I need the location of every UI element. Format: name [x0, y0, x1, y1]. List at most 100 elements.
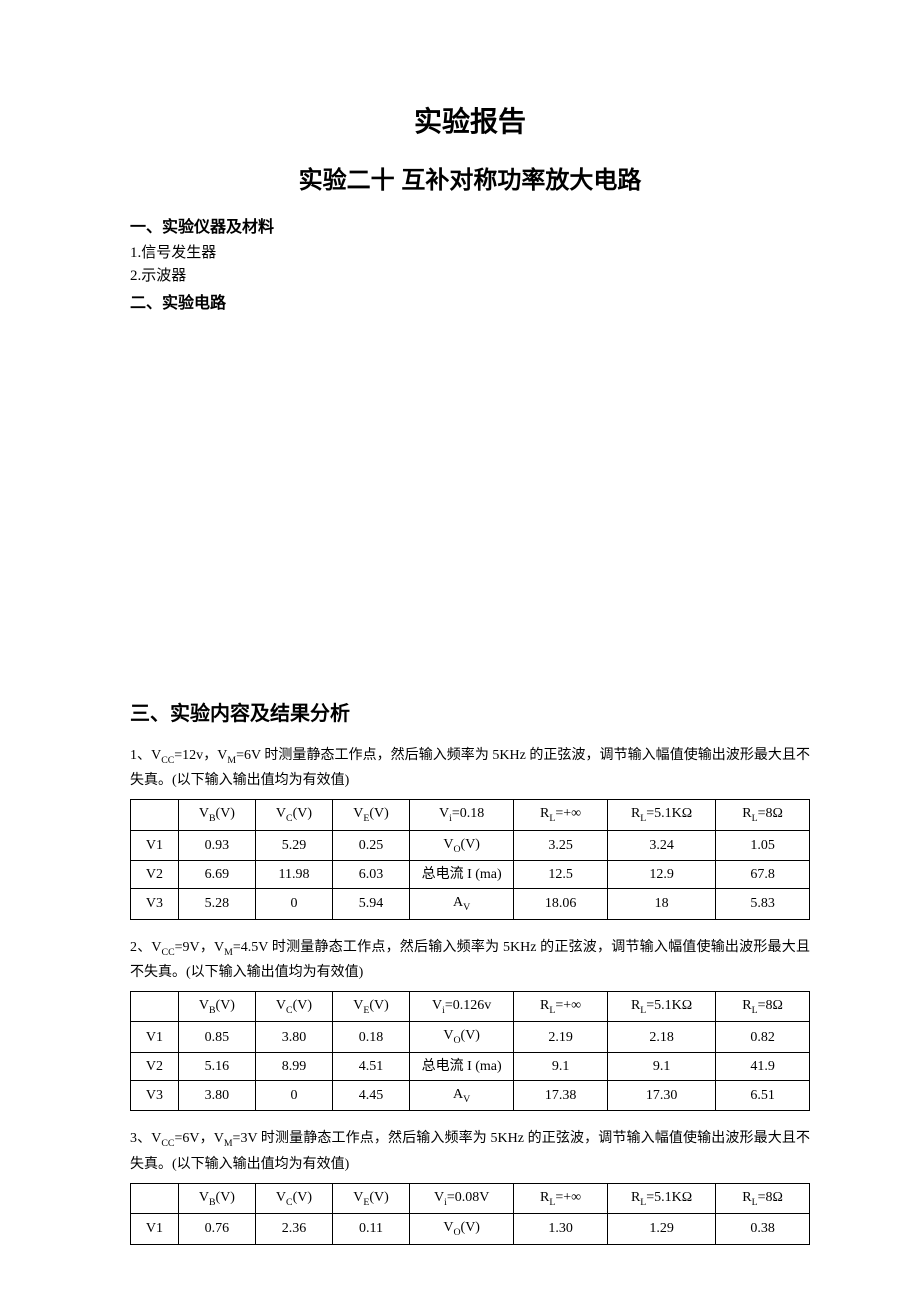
table-cell: 5.94 — [333, 889, 410, 919]
table-cell: 0.82 — [716, 1022, 810, 1052]
table-header-cell: RL=8Ω — [716, 800, 810, 830]
table-header-cell: VB(V) — [178, 991, 255, 1021]
table-cell: V2 — [131, 1052, 179, 1080]
table-cell: V1 — [131, 1214, 179, 1244]
table-cell: 12.5 — [514, 861, 608, 889]
table-header-cell: VB(V) — [178, 800, 255, 830]
experiment-data-table: VB(V)VC(V)VE(V)Vi=0.08VRL=+∞RL=5.1KΩRL=8… — [130, 1183, 810, 1245]
equipment-item: 1.信号发生器 — [130, 241, 810, 262]
experiment-data-table: VB(V)VC(V)VE(V)Vi=0.126vRL=+∞RL=5.1KΩRL=… — [130, 991, 810, 1111]
table-header-cell: VC(V) — [255, 800, 332, 830]
table-header-cell: RL=5.1KΩ — [607, 800, 715, 830]
table-row: V35.2805.94AV18.06185.83 — [131, 889, 810, 919]
table-cell: 0.93 — [178, 830, 255, 860]
table-row: V10.762.360.11VO(V)1.301.290.38 — [131, 1214, 810, 1244]
table-cell: 18 — [607, 889, 715, 919]
equipment-item: 2.示波器 — [130, 264, 810, 285]
experiment-intro: 3、VCC=6V，VM=3V 时测量静态工作点，然后输入频率为 5KHz 的正弦… — [130, 1127, 810, 1176]
experiments-container: 1、VCC=12v，VM=6V 时测量静态工作点，然后输入频率为 5KHz 的正… — [130, 744, 810, 1245]
table-cell: 1.30 — [514, 1214, 608, 1244]
table-header-cell: Vi=0.18 — [410, 800, 514, 830]
table-cell: VO(V) — [410, 1214, 514, 1244]
table-cell: 17.38 — [514, 1080, 608, 1110]
table-cell: 5.16 — [178, 1052, 255, 1080]
table-row: V25.168.994.51总电流 I (ma)9.19.141.9 — [131, 1052, 810, 1080]
table-cell: 0.18 — [333, 1022, 410, 1052]
table-header-cell: RL=8Ω — [716, 1183, 810, 1213]
table-header-cell — [131, 991, 179, 1021]
table-cell: 3.25 — [514, 830, 608, 860]
table-cell: 12.9 — [607, 861, 715, 889]
table-cell: 8.99 — [255, 1052, 332, 1080]
table-cell: V1 — [131, 830, 179, 860]
table-header-cell: VB(V) — [178, 1183, 255, 1213]
table-cell: 2.18 — [607, 1022, 715, 1052]
table-row: V10.935.290.25VO(V)3.253.241.05 — [131, 830, 810, 860]
table-header-cell: VC(V) — [255, 991, 332, 1021]
table-cell: V1 — [131, 1022, 179, 1052]
table-header-cell — [131, 1183, 179, 1213]
table-cell: 0 — [255, 889, 332, 919]
table-cell: 3.24 — [607, 830, 715, 860]
section-3-heading: 三、实验内容及结果分析 — [130, 697, 810, 726]
document-page: 实验报告 实验二十 互补对称功率放大电路 一、实验仪器及材料 1.信号发生器 2… — [0, 0, 920, 1305]
experiment-intro: 2、VCC=9V，VM=4.5V 时测量静态工作点，然后输入频率为 5KHz 的… — [130, 936, 810, 985]
circuit-diagram-placeholder — [130, 317, 810, 687]
table-cell: 6.03 — [333, 861, 410, 889]
table-header-row: VB(V)VC(V)VE(V)Vi=0.126vRL=+∞RL=5.1KΩRL=… — [131, 991, 810, 1021]
experiment-title: 实验二十 互补对称功率放大电路 — [130, 160, 810, 195]
table-cell: 5.83 — [716, 889, 810, 919]
table-cell: 0 — [255, 1080, 332, 1110]
table-cell: 5.28 — [178, 889, 255, 919]
table-cell: 4.51 — [333, 1052, 410, 1080]
table-cell: 1.05 — [716, 830, 810, 860]
table-cell: VO(V) — [410, 1022, 514, 1052]
table-header-cell: RL=+∞ — [514, 1183, 608, 1213]
table-cell: 0.25 — [333, 830, 410, 860]
table-row: V33.8004.45AV17.3817.306.51 — [131, 1080, 810, 1110]
table-cell: 总电流 I (ma) — [410, 861, 514, 889]
table-header-cell: RL=+∞ — [514, 800, 608, 830]
experiment-data-table: VB(V)VC(V)VE(V)Vi=0.18RL=+∞RL=5.1KΩRL=8Ω… — [130, 799, 810, 919]
table-cell: 9.1 — [607, 1052, 715, 1080]
table-header-cell: Vi=0.126v — [410, 991, 514, 1021]
table-cell: V3 — [131, 889, 179, 919]
table-cell: 9.1 — [514, 1052, 608, 1080]
table-header-cell: VE(V) — [333, 1183, 410, 1213]
section-2-heading: 二、实验电路 — [130, 289, 810, 313]
table-header-cell: VC(V) — [255, 1183, 332, 1213]
table-cell: AV — [410, 1080, 514, 1110]
table-cell: 0.11 — [333, 1214, 410, 1244]
table-cell: 1.29 — [607, 1214, 715, 1244]
table-cell: 3.80 — [255, 1022, 332, 1052]
table-cell: 41.9 — [716, 1052, 810, 1080]
table-header-cell: Vi=0.08V — [410, 1183, 514, 1213]
table-cell: 17.30 — [607, 1080, 715, 1110]
table-header-cell: RL=5.1KΩ — [607, 991, 715, 1021]
table-header-cell — [131, 800, 179, 830]
table-header-cell: RL=+∞ — [514, 991, 608, 1021]
table-cell: 67.8 — [716, 861, 810, 889]
table-cell: 0.38 — [716, 1214, 810, 1244]
table-header-cell: VE(V) — [333, 800, 410, 830]
table-cell: 4.45 — [333, 1080, 410, 1110]
table-cell: V3 — [131, 1080, 179, 1110]
table-cell: V2 — [131, 861, 179, 889]
table-cell: VO(V) — [410, 830, 514, 860]
table-header-cell: RL=8Ω — [716, 991, 810, 1021]
table-header-row: VB(V)VC(V)VE(V)Vi=0.18RL=+∞RL=5.1KΩRL=8Ω — [131, 800, 810, 830]
table-cell: 2.36 — [255, 1214, 332, 1244]
table-cell: 18.06 — [514, 889, 608, 919]
table-cell: 0.85 — [178, 1022, 255, 1052]
table-cell: 6.69 — [178, 861, 255, 889]
table-row: V26.6911.986.03总电流 I (ma)12.512.967.8 — [131, 861, 810, 889]
table-header-cell: VE(V) — [333, 991, 410, 1021]
experiment-intro: 1、VCC=12v，VM=6V 时测量静态工作点，然后输入频率为 5KHz 的正… — [130, 744, 810, 793]
table-cell: 0.76 — [178, 1214, 255, 1244]
table-cell: 11.98 — [255, 861, 332, 889]
table-cell: 总电流 I (ma) — [410, 1052, 514, 1080]
table-header-cell: RL=5.1KΩ — [607, 1183, 715, 1213]
table-cell: AV — [410, 889, 514, 919]
table-cell: 2.19 — [514, 1022, 608, 1052]
table-cell: 3.80 — [178, 1080, 255, 1110]
